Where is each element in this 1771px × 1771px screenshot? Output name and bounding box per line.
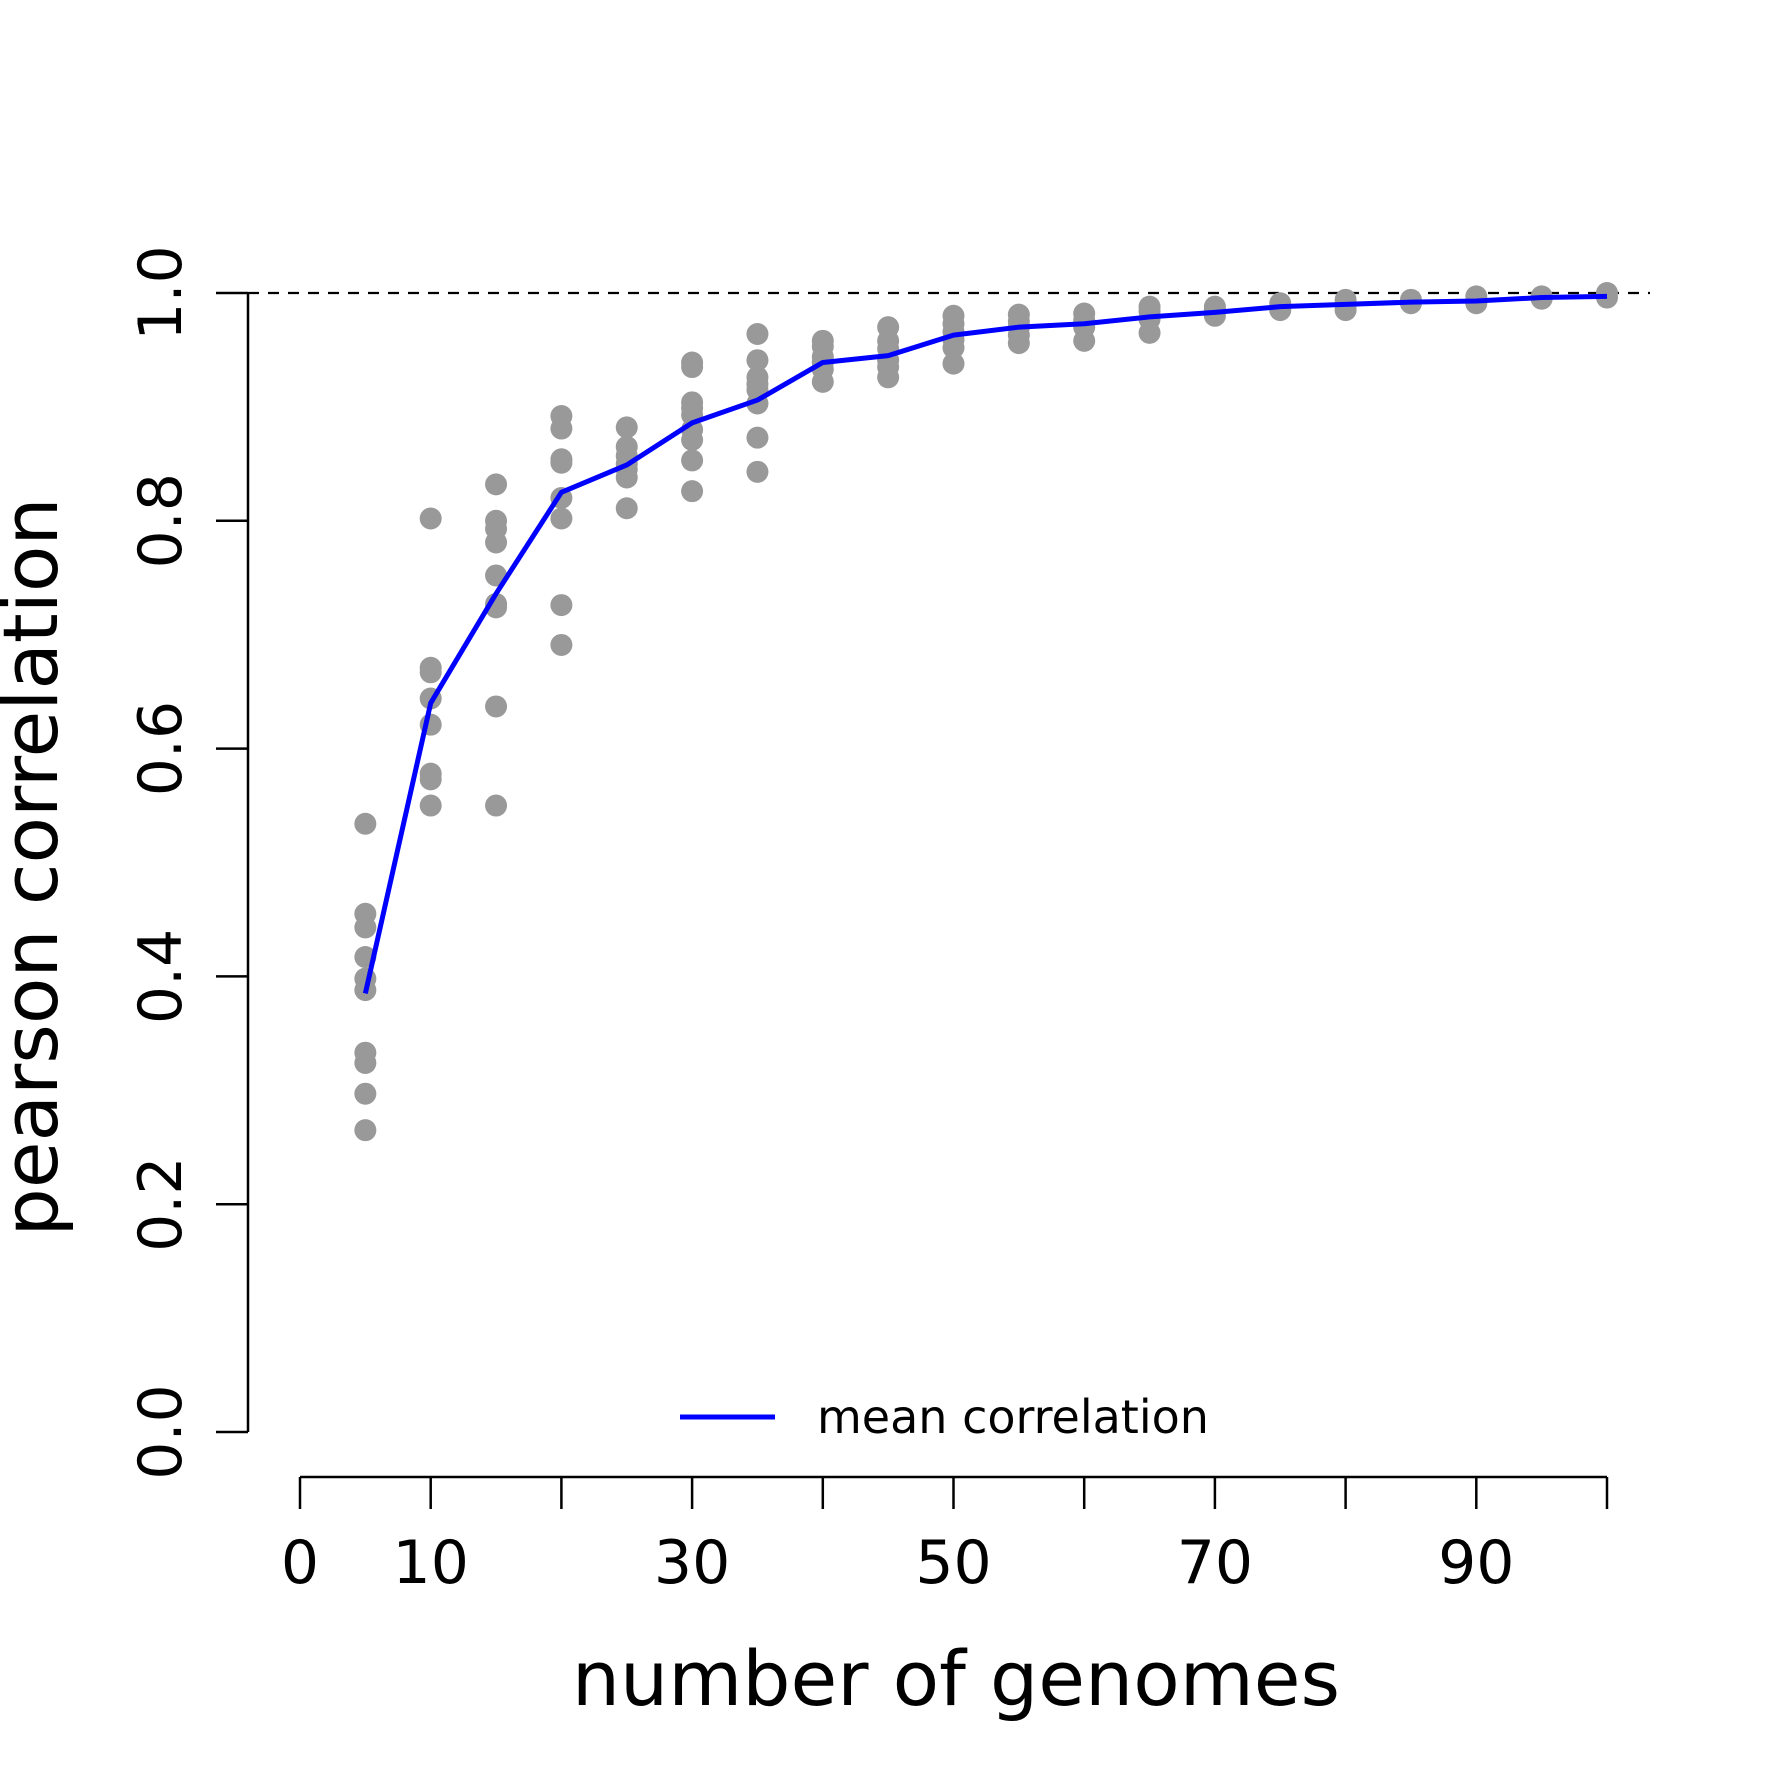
scatter-point — [354, 812, 377, 835]
scatter-point — [1073, 329, 1096, 352]
scatter-point — [681, 480, 704, 503]
scatter-point — [942, 336, 965, 359]
x-axis-title: number of genomes — [572, 1634, 1340, 1723]
scatter-point — [681, 356, 704, 379]
y-tick-label: 0.0 — [126, 1384, 196, 1479]
x-tick-label: 50 — [915, 1528, 991, 1598]
scatter-point — [485, 794, 508, 817]
scatter-point — [1269, 299, 1292, 322]
scatter-point — [485, 695, 508, 718]
y-tick-label: 0.6 — [126, 701, 196, 796]
scatter-point — [419, 794, 442, 817]
y-tick-label: 0.8 — [126, 473, 196, 568]
scatter-point — [550, 507, 573, 530]
x-tick-label: 90 — [1438, 1528, 1514, 1598]
axes-group: 0.0 0.2 0.4 0.6 0.8 1.0 0 10 30 50 70 90 — [126, 245, 1609, 1598]
scatter-point — [550, 451, 573, 474]
x-tick-label: 10 — [393, 1528, 469, 1598]
scatter-point — [354, 916, 377, 939]
scatter-point — [746, 349, 769, 372]
scatter-point — [681, 428, 704, 451]
scatter-point — [354, 1119, 377, 1142]
scatter-point — [419, 507, 442, 530]
scatter-point — [1138, 321, 1161, 344]
scatter-point — [419, 768, 442, 791]
y-tick-label: 0.2 — [126, 1156, 196, 1251]
scatter-point — [681, 449, 704, 472]
scatter-point — [811, 370, 834, 393]
scatter-point — [485, 473, 508, 496]
legend-label-mean-correlation: mean correlation — [817, 1390, 1209, 1444]
legend: mean correlation — [680, 1390, 1209, 1444]
x-tick-label: 70 — [1177, 1528, 1253, 1598]
scatter-point — [942, 352, 965, 375]
scatter-points-group — [354, 282, 1618, 1142]
mean-line-group — [362, 293, 1608, 995]
scatter-point — [615, 497, 638, 520]
x-tick-label: 30 — [654, 1528, 730, 1598]
scatter-point — [354, 1082, 377, 1105]
scatter-point — [1007, 332, 1030, 355]
y-axis-title: pearson correlation — [0, 497, 75, 1236]
scatter-point — [485, 531, 508, 554]
scatter-point — [877, 366, 900, 389]
scatter-point — [354, 1051, 377, 1074]
scatter-point — [615, 416, 638, 439]
scatter-point — [746, 426, 769, 449]
y-tick-label: 0.4 — [126, 929, 196, 1024]
scatter-point — [550, 633, 573, 656]
scatter-point — [746, 460, 769, 483]
scatter-point — [419, 661, 442, 684]
mean-correlation-line — [362, 293, 1608, 995]
scatter-point — [1203, 304, 1226, 327]
x-tick-label: 0 — [281, 1528, 319, 1598]
y-tick-label: 1.0 — [126, 245, 196, 340]
scatter-point — [550, 417, 573, 440]
scatter-point — [746, 323, 769, 346]
scatter-point — [550, 594, 573, 617]
scatter-point — [615, 466, 638, 489]
